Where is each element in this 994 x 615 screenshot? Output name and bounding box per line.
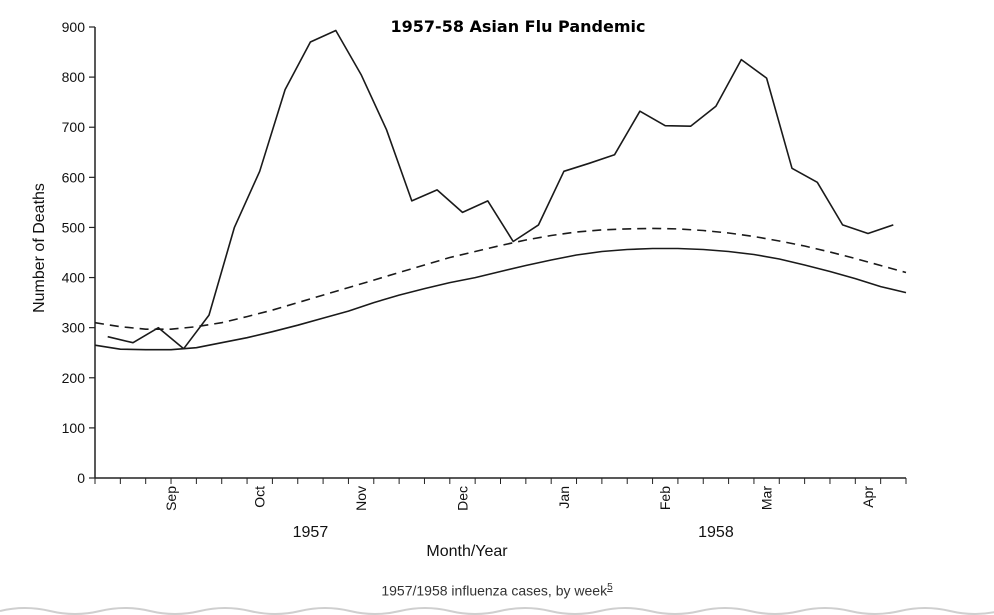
x-tick-label: Jan xyxy=(556,486,572,509)
chart-title: 1957-58 Asian Flu Pandemic xyxy=(391,17,646,36)
y-axis-label: Number of Deaths xyxy=(31,183,48,313)
y-tick-label: 200 xyxy=(62,370,86,386)
x-tick-label: Apr xyxy=(860,486,876,508)
series-layer xyxy=(94,29,907,351)
x-axis-label: Month/Year xyxy=(426,543,508,560)
year-label: 1958 xyxy=(698,524,734,541)
y-tick-label: 800 xyxy=(62,69,86,85)
caption-reference[interactable]: 5 xyxy=(607,582,613,593)
x-tick-label: Dec xyxy=(454,486,470,511)
x-tick-label: Mar xyxy=(759,486,775,510)
y-tick-label: 700 xyxy=(62,119,86,135)
series-line-2 xyxy=(94,227,907,331)
x-tick-label: Nov xyxy=(353,486,369,511)
axes: 0 100 200 300 400 500 600 700 800 900 Sep Oct Nov Dec… xyxy=(62,19,907,541)
chart: 1957-58 Asian Flu Pandemic 0 100 200 300 400… xyxy=(31,17,907,560)
y-tick-label: 0 xyxy=(77,470,85,486)
x-tick-label: Oct xyxy=(252,486,268,508)
series-line-3 xyxy=(94,247,907,351)
decorative-wave-border xyxy=(0,607,994,615)
y-tick-label: 300 xyxy=(62,320,86,336)
y-tick-label: 500 xyxy=(62,219,86,235)
x-tick-label: Sep xyxy=(163,486,179,511)
y-tick-label: 900 xyxy=(62,19,86,35)
series-line-1 xyxy=(107,29,894,350)
year-label: 1957 xyxy=(293,524,329,541)
caption-text: 1957/1958 influenza cases, by week xyxy=(381,582,608,599)
y-tick-label: 100 xyxy=(62,420,86,436)
chart-caption: 1957/1958 influenza cases, by week5 xyxy=(0,582,994,599)
y-tick-label: 400 xyxy=(62,270,86,286)
y-tick-label: 600 xyxy=(62,169,86,185)
x-tick-label: Feb xyxy=(657,486,673,510)
